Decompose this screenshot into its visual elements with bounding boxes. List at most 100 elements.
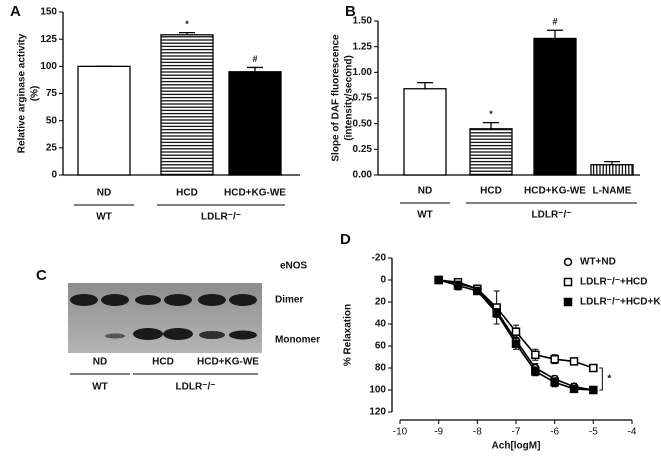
y-tick-label: 20: [375, 297, 387, 308]
y-tick-label: 0.00: [353, 170, 373, 181]
panel-label: B: [345, 3, 356, 20]
y-tick-label: 0: [51, 170, 57, 181]
marker: [589, 363, 598, 373]
category-label: ND: [93, 357, 107, 368]
marker: [563, 257, 573, 267]
y-axis-label: Relative arginase activity: [17, 33, 28, 153]
category-label: HCD+KG-WE: [197, 357, 259, 368]
error-bar: [247, 66, 263, 72]
error-bar: [483, 121, 499, 129]
y-tick-label: 1.00: [353, 67, 373, 78]
y-tick-label: 40: [375, 319, 387, 330]
band-label: Monomer: [275, 335, 320, 346]
x-tick-label: -9: [434, 427, 443, 438]
annotation: #: [252, 54, 257, 64]
marker: [492, 308, 501, 318]
blot-image: [68, 283, 262, 353]
y-tick-label: 1.25: [353, 41, 373, 52]
x-tick-label: -4: [628, 427, 637, 438]
category-label: HCD+KG-WE: [524, 186, 586, 197]
y-axis-label: % Relaxation: [343, 304, 354, 366]
marker: [473, 286, 482, 296]
legend-label: LDLR⁻/⁻+HCD+KG-WE: [580, 297, 661, 308]
marker: [453, 281, 463, 290]
y-tick-label: 100: [40, 61, 57, 72]
x-axis-label: Ach[logM]: [492, 441, 541, 452]
panel-label: A: [10, 3, 21, 20]
y-tick-label: 120: [369, 407, 386, 418]
bar: [228, 71, 282, 176]
annotation: #: [552, 17, 557, 27]
panel-label: D: [340, 231, 351, 248]
category-label: ND: [418, 186, 432, 197]
marker: [511, 327, 521, 336]
category-label: HCD: [152, 357, 174, 368]
annotation: *: [607, 374, 611, 385]
band-label: Dimer: [275, 295, 303, 306]
annotation: *: [489, 109, 493, 119]
protein-label: eNOS: [280, 261, 308, 272]
bar: [77, 65, 131, 176]
group-label: WT: [96, 212, 112, 223]
x-tick-label: -10: [393, 427, 408, 438]
bar: [469, 128, 513, 176]
marker: [589, 385, 598, 395]
category-label: ND: [97, 188, 111, 199]
legend-label: LDLR⁻/⁻+HCD: [580, 277, 648, 288]
error-bar: [547, 29, 563, 39]
group-label: WT: [92, 382, 108, 393]
y-tick-label: 150: [40, 7, 57, 18]
marker: [550, 354, 559, 364]
x-tick-label: -7: [512, 427, 521, 438]
series-line: [438, 279, 594, 369]
marker: [434, 275, 443, 285]
marker: [531, 367, 540, 376]
error-bar: [179, 31, 195, 35]
y-tick-label: 0: [380, 275, 386, 286]
marker: [563, 277, 573, 287]
marker: [569, 357, 579, 366]
x-tick-label: -8: [473, 427, 482, 438]
y-axis-label: Slope of DAF fluorescence: [331, 34, 342, 162]
marker: [550, 378, 559, 387]
error-bar: [417, 81, 433, 89]
y-tick-label: 100: [369, 385, 386, 396]
y-axis-label: (intensity/second): [344, 55, 355, 141]
y-tick-label: 0.25: [353, 144, 373, 155]
group-label: LDLR⁻/⁻: [176, 382, 216, 393]
category-label: HCD+KG-WE: [224, 188, 286, 199]
y-tick-label: 1.50: [353, 16, 373, 27]
y-tick-label: 75: [46, 88, 58, 99]
group-label: LDLR⁻/⁻: [201, 212, 241, 223]
y-axis-label: (%): [30, 86, 41, 102]
marker: [569, 384, 579, 394]
y-tick-label: 0.50: [353, 118, 373, 129]
y-tick-label: 80: [375, 363, 387, 374]
error-bar: [604, 161, 620, 165]
x-tick-label: -5: [589, 427, 598, 438]
y-tick-label: 60: [375, 341, 387, 352]
marker: [563, 297, 573, 307]
marker: [531, 350, 540, 360]
legend-label: WT+ND: [580, 257, 616, 268]
y-tick-label: 50: [46, 115, 58, 126]
panel-label: C: [36, 267, 47, 284]
bar: [160, 34, 214, 176]
y-tick-label: -20: [372, 253, 387, 264]
y-tick-label: 125: [40, 34, 57, 45]
category-label: HCD: [480, 186, 502, 197]
bar: [590, 164, 634, 176]
group-label: LDLR⁻/⁻: [532, 210, 572, 221]
bar: [403, 88, 447, 176]
marker: [511, 339, 521, 349]
y-tick-label: 0.75: [353, 93, 373, 104]
bar: [533, 37, 577, 176]
category-label: HCD: [176, 188, 198, 199]
annotation: *: [185, 19, 189, 29]
group-label: WT: [417, 210, 433, 221]
x-tick-label: -6: [550, 427, 559, 438]
category-label: L-NAME: [593, 186, 632, 197]
y-tick-label: 25: [46, 142, 58, 153]
annotation-bracket: [599, 367, 603, 391]
